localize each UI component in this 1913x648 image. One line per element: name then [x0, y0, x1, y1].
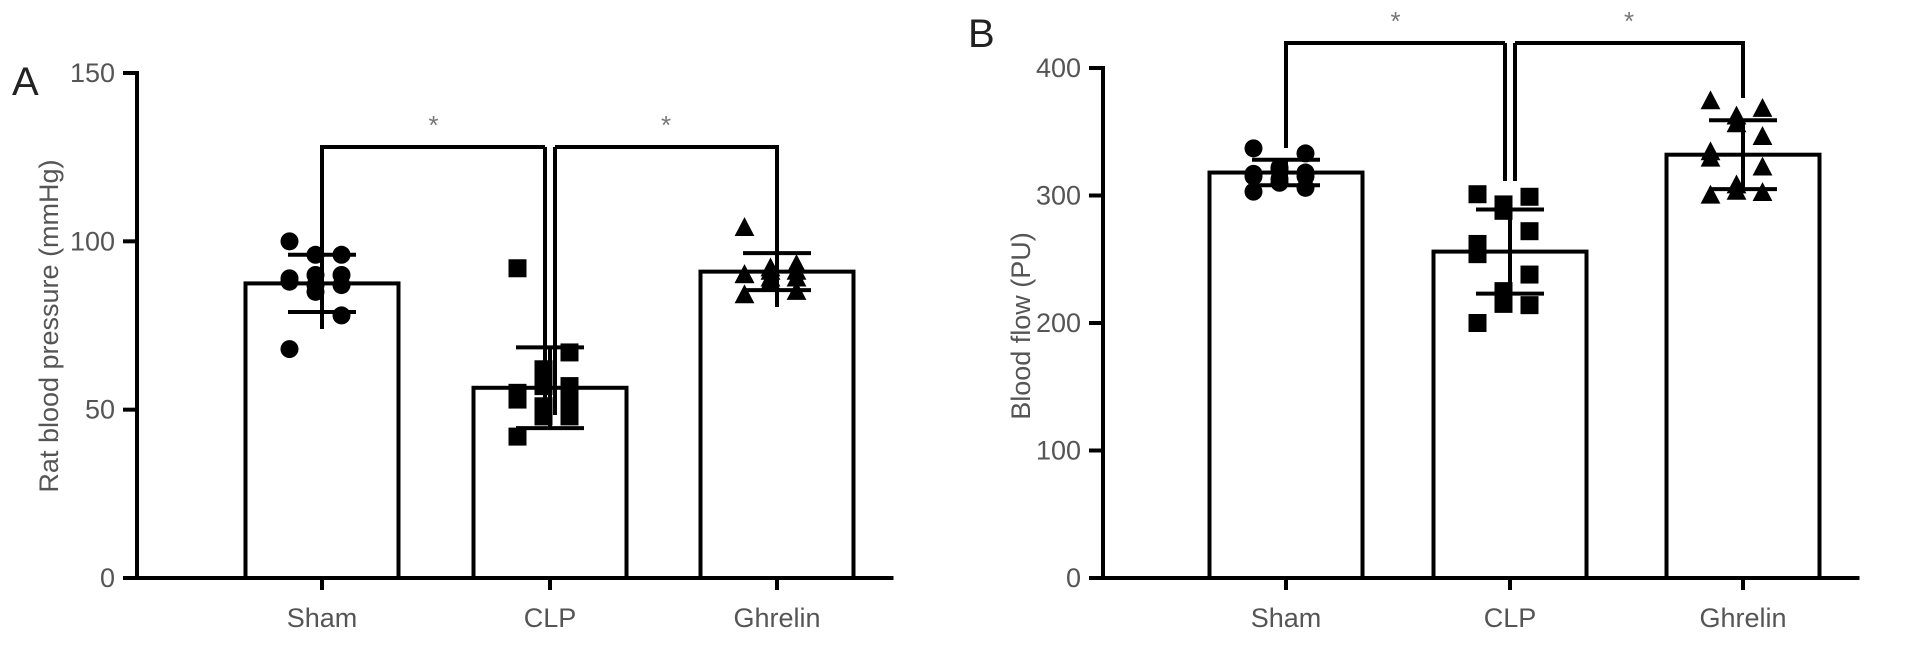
y-tick-label: 300	[1036, 181, 1081, 211]
data-point	[1520, 265, 1539, 284]
data-point	[560, 377, 579, 396]
y-tick-label: 200	[1036, 308, 1081, 338]
y-axis-title: Blood flow (PU)	[1006, 232, 1036, 420]
data-point	[1700, 90, 1721, 110]
data-point	[1752, 156, 1773, 176]
bar	[1664, 152, 1822, 580]
data-point	[1700, 184, 1721, 204]
data-point	[1296, 178, 1315, 197]
significance-star: *	[661, 110, 671, 140]
data-point	[734, 217, 755, 236]
data-point	[1244, 139, 1263, 158]
x-tick-label: Sham	[287, 603, 358, 633]
data-point	[1520, 222, 1539, 241]
data-point	[1752, 182, 1773, 202]
data-point	[1468, 314, 1487, 332]
y-tick-label: 400	[1036, 53, 1081, 83]
y-tick-label: 150	[70, 58, 115, 88]
data-point	[332, 276, 351, 295]
x-tick-label: Sham	[1251, 603, 1322, 633]
data-point	[734, 264, 755, 284]
bar	[1207, 170, 1365, 581]
x-tick-label: Ghrelin	[1699, 603, 1786, 633]
y-tick-label: 100	[1036, 436, 1081, 466]
y-tick-label: 50	[85, 395, 115, 425]
data-point	[280, 272, 299, 291]
bar	[698, 269, 856, 580]
data-point	[1520, 187, 1539, 206]
bar	[243, 281, 401, 580]
data-point	[1494, 294, 1513, 313]
y-tick-label: 100	[70, 226, 115, 256]
panel-a: A Rat blood pressure (mmHg) 0 50 100 150 Sha…	[12, 58, 894, 633]
data-point	[786, 267, 807, 287]
panel-label: B	[968, 12, 995, 56]
data-point	[508, 390, 527, 409]
data-point	[332, 306, 351, 325]
data-point	[508, 427, 527, 446]
y-tick-label: 0	[1066, 563, 1081, 593]
data-point	[280, 232, 299, 251]
data-point	[734, 284, 755, 304]
data-point	[1700, 147, 1721, 167]
data-point	[1468, 245, 1487, 264]
y-tick-label: 0	[100, 563, 115, 593]
data-point	[1752, 98, 1773, 117]
data-point	[560, 407, 579, 426]
x-tick-label: CLP	[524, 603, 577, 633]
data-point	[1244, 167, 1263, 186]
significance-star: *	[1390, 6, 1400, 36]
significance-star: *	[1624, 6, 1634, 36]
data-point	[1468, 185, 1487, 204]
data-point	[1752, 126, 1773, 145]
panel-b: B Blood flow (PU) 0 100 200 300 400 Sham CLP Gh…	[968, 6, 1860, 633]
panel-label: A	[12, 60, 39, 104]
y-axis-title: Rat blood pressure (mmHg)	[34, 159, 64, 492]
x-tick-label: CLP	[1484, 603, 1537, 633]
data-point	[1520, 296, 1539, 315]
data-point	[508, 259, 527, 278]
x-tick-label: Ghrelin	[733, 603, 820, 633]
data-point	[280, 340, 299, 359]
significance-star: *	[428, 110, 438, 140]
